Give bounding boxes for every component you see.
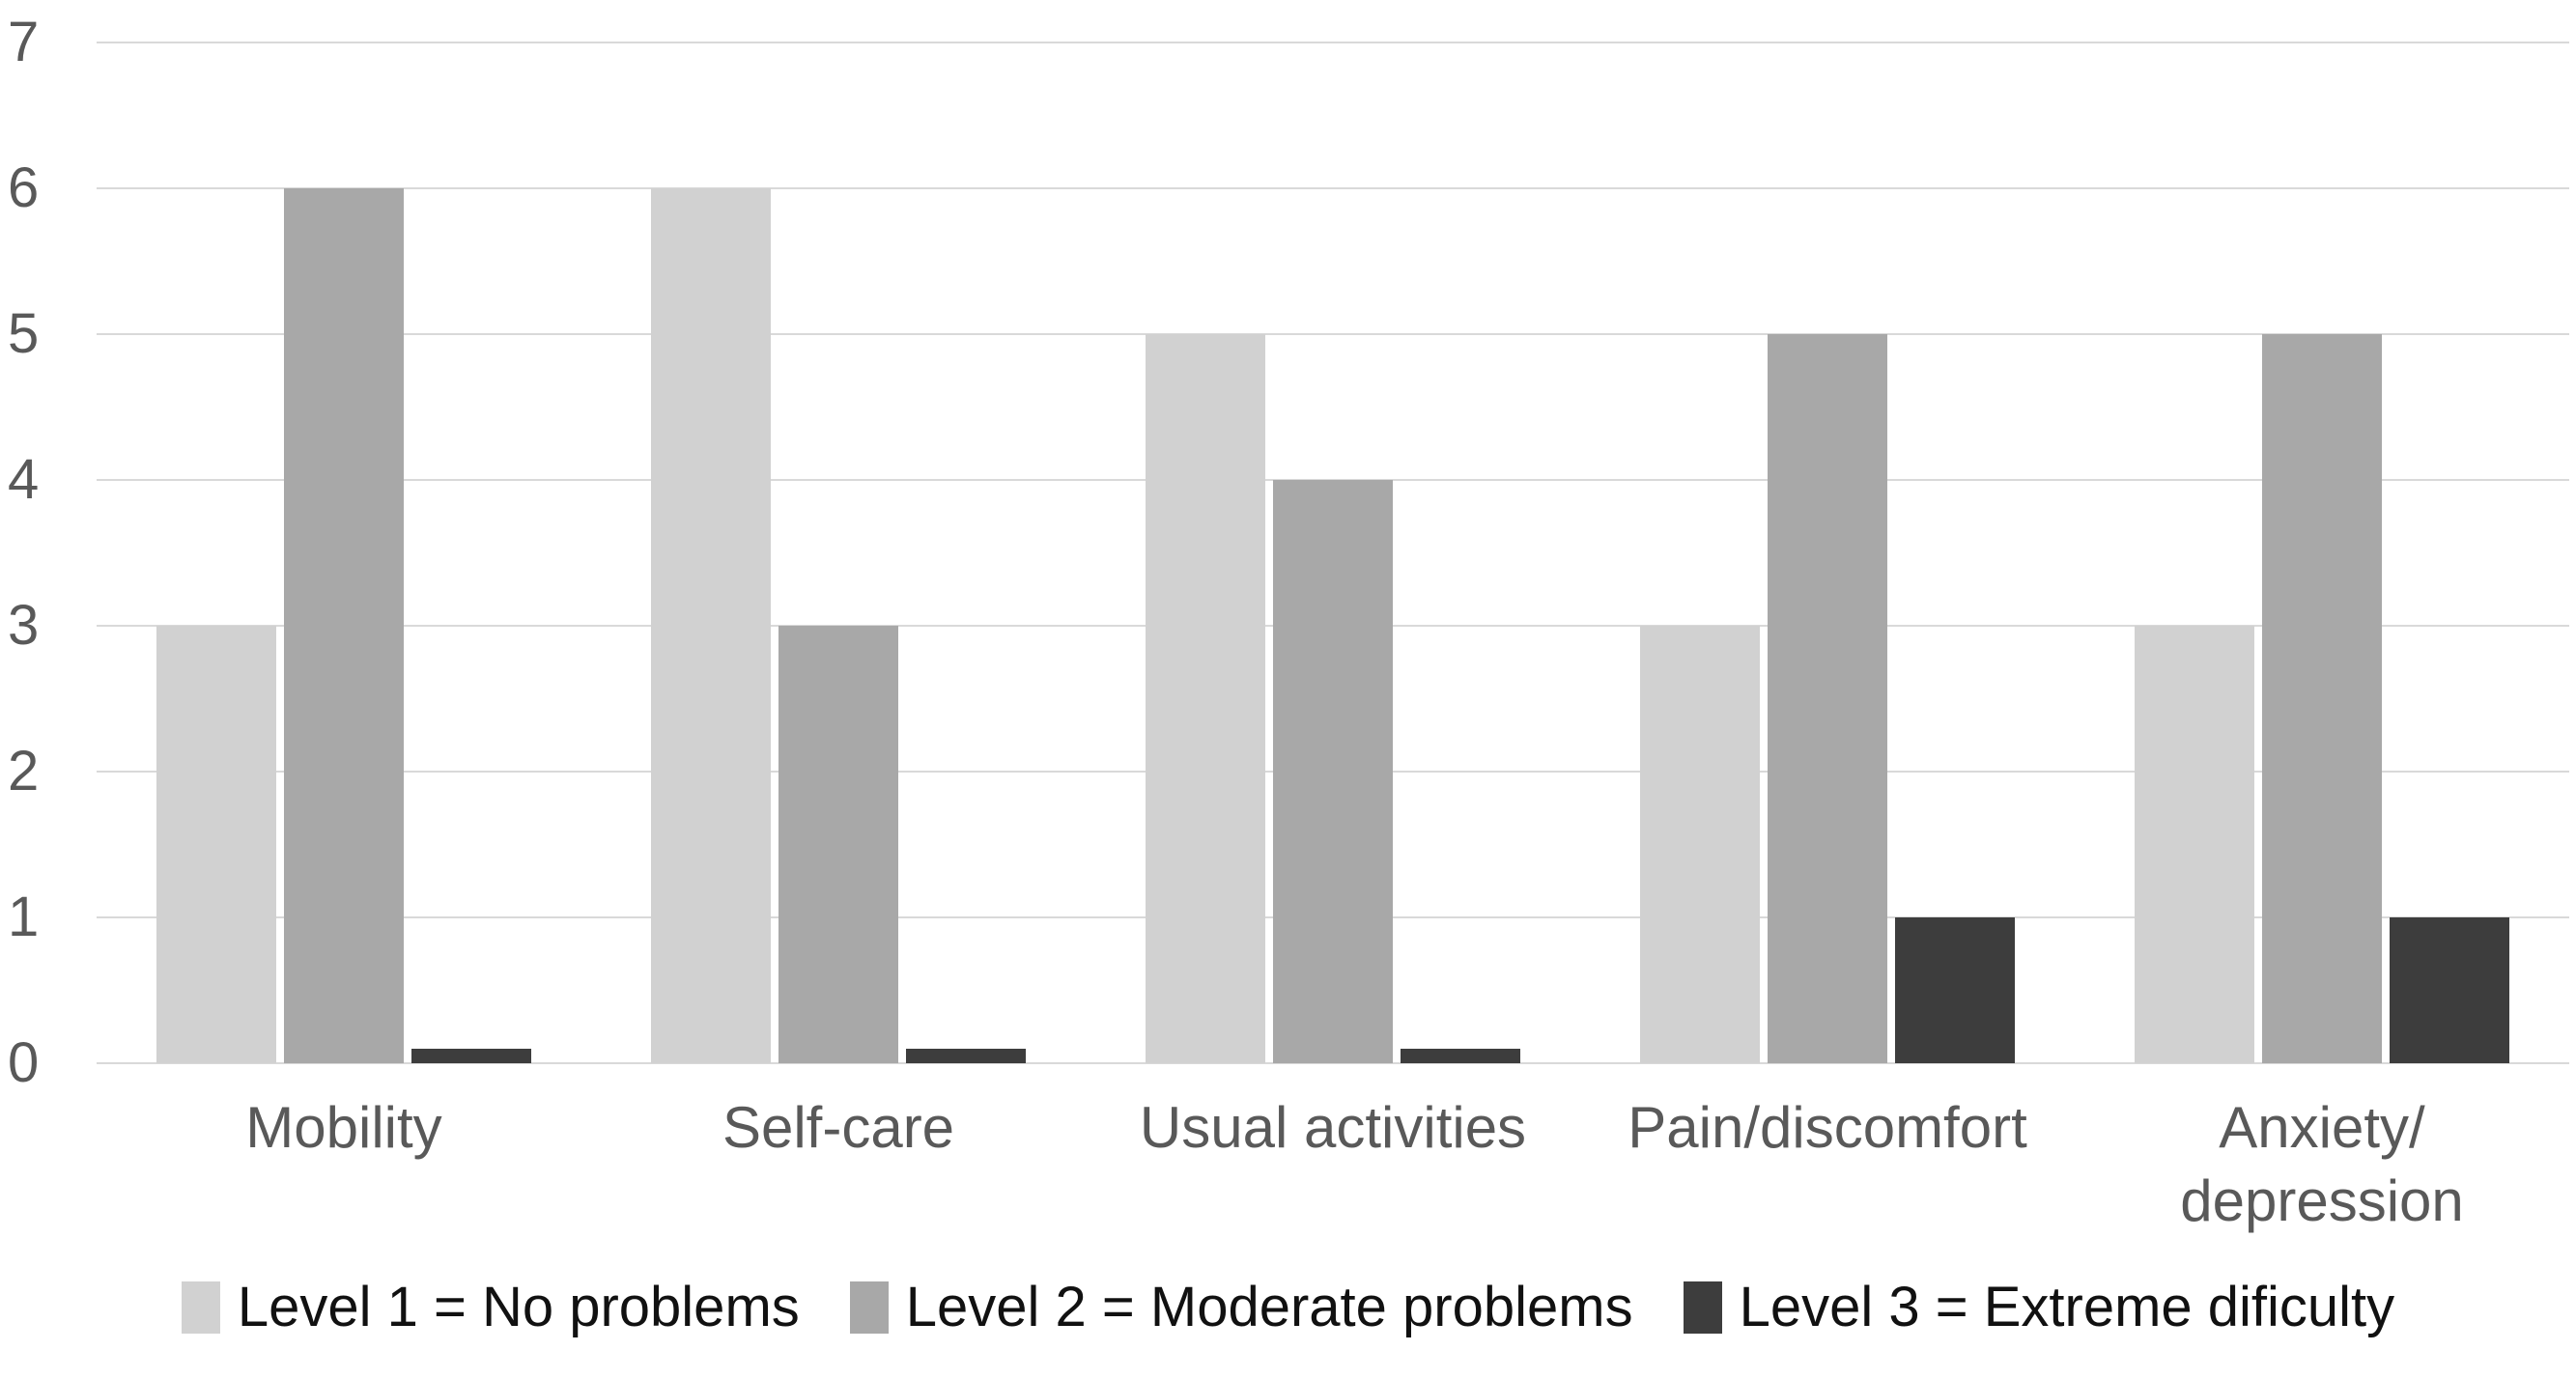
bar-series3-cat3 <box>1401 1049 1520 1063</box>
bar-group-3 <box>1086 42 1580 1063</box>
x-category-label-3: Usual activities <box>1139 1095 1527 1160</box>
bar-series1-cat1 <box>156 626 276 1063</box>
legend-label-1: Level 1 = No problems <box>237 1276 800 1338</box>
legend-item-1: Level 1 = No problems <box>181 1276 800 1338</box>
gridline-5 <box>97 333 2569 335</box>
bar-series2-cat5 <box>2262 334 2382 1063</box>
y-tick-label-1: 1 <box>8 886 40 948</box>
x-category-label-5: Anxiety/ depression <box>2180 1095 2464 1233</box>
x-category-label-1: Mobility <box>245 1095 442 1160</box>
bar-series3-cat2 <box>906 1049 1026 1063</box>
y-tick-label-5: 5 <box>8 302 40 365</box>
legend-item-2: Level 2 = Moderate problems <box>849 1276 1633 1338</box>
y-tick-label-0: 0 <box>8 1031 40 1094</box>
bar-group-2 <box>591 42 1086 1063</box>
legend-swatch-icon <box>849 1280 889 1334</box>
legend-swatch-icon <box>1683 1280 1722 1334</box>
bar-group-1 <box>97 42 591 1063</box>
plot-area <box>97 42 2569 1064</box>
x-category-label-2: Self-care <box>722 1095 955 1160</box>
gridline-0 <box>97 1062 2569 1064</box>
bar-series3-cat1 <box>411 1049 531 1063</box>
bar-series3-cat4 <box>1895 917 2015 1063</box>
bar-series2-cat3 <box>1273 480 1393 1063</box>
bar-series1-cat3 <box>1146 334 1265 1063</box>
gridline-7 <box>97 42 2569 43</box>
bar-series2-cat4 <box>1768 334 1887 1063</box>
bar-series2-cat1 <box>284 188 404 1063</box>
legend: Level 1 = No problems Level 2 = Moderate … <box>0 1277 2576 1338</box>
bar-series1-cat2 <box>651 188 771 1063</box>
y-tick-label-6: 6 <box>8 156 40 219</box>
legend-item-3: Level 3 = Extreme dificulty <box>1683 1276 2395 1338</box>
bar-series2-cat2 <box>778 626 898 1063</box>
y-tick-label-2: 2 <box>8 740 40 802</box>
bar-series1-cat5 <box>2135 626 2254 1063</box>
y-tick-label-4: 4 <box>8 448 40 511</box>
y-tick-label-3: 3 <box>8 594 40 657</box>
bar-series3-cat5 <box>2390 917 2509 1063</box>
legend-label-3: Level 3 = Extreme dificulty <box>1739 1276 2395 1338</box>
legend-label-2: Level 2 = Moderate problems <box>905 1276 1633 1338</box>
bar-group-5 <box>2075 42 2569 1063</box>
y-tick-label-7: 7 <box>8 11 40 73</box>
gridline-6 <box>97 187 2569 189</box>
bar-series1-cat4 <box>1640 626 1760 1063</box>
bar-group-4 <box>1580 42 2075 1063</box>
x-category-label-4: Pain/discomfort <box>1628 1095 2027 1160</box>
legend-swatch-icon <box>181 1280 220 1334</box>
